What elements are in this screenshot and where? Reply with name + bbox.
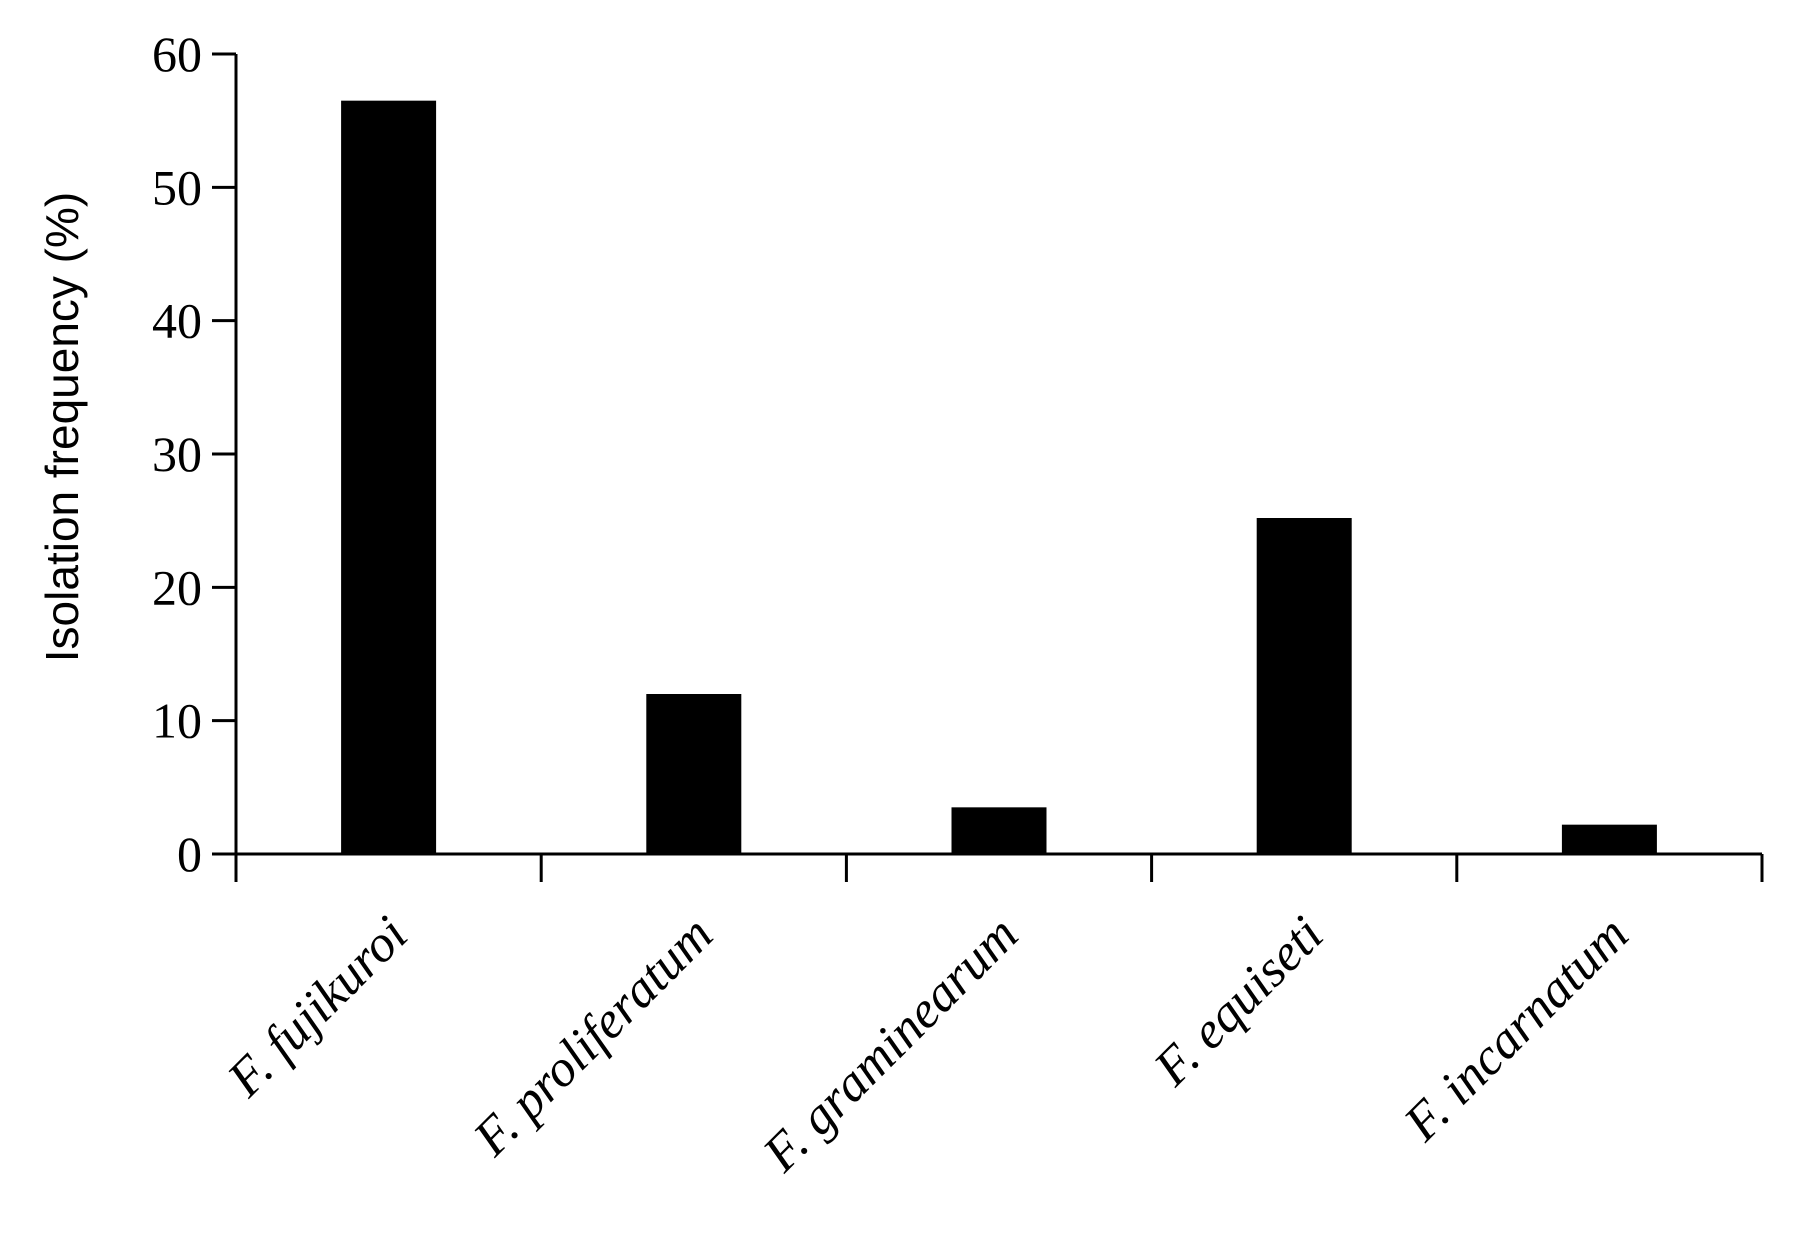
axes-group (234, 54, 1762, 882)
bars-group (341, 100, 1657, 854)
bar (1561, 824, 1657, 854)
y-ticks-group: 0 10 20 30 40 50 60 (152, 26, 236, 882)
bar (646, 694, 742, 854)
y-tick-label: 40 (152, 293, 202, 349)
x-tick-labels-group: F. fujikuroi F. proliferatum F. graminearu… (216, 906, 1639, 1183)
y-tick-label: 50 (152, 159, 202, 215)
y-tick-label: 20 (152, 559, 202, 615)
bar (1256, 518, 1352, 854)
x-category-label: F. equiseti (1143, 906, 1334, 1097)
y-tick-label: 0 (177, 826, 202, 882)
x-category-label: F. graminearum (752, 906, 1029, 1183)
y-tick-label: 10 (152, 693, 202, 749)
bar (341, 100, 437, 854)
y-axis-title: Isolation frequency (%) (36, 192, 88, 662)
bar (951, 807, 1047, 854)
x-ticks-group (234, 854, 1764, 882)
y-tick-label: 30 (152, 426, 202, 482)
x-category-label: F. fujikuroi (216, 906, 418, 1108)
x-category-label: F. incarnatum (1393, 906, 1640, 1153)
x-category-label: F. proliferatum (462, 906, 724, 1168)
y-tick-label: 60 (152, 26, 202, 82)
